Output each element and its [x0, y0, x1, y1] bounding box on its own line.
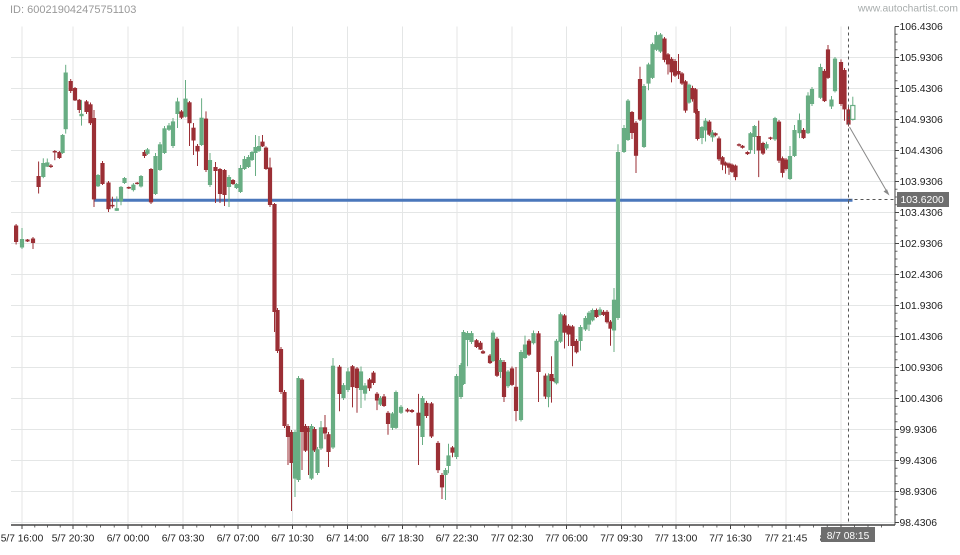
svg-text:6/7 03:30: 6/7 03:30 — [162, 534, 205, 545]
svg-text:www.autochartist.com: www.autochartist.com — [857, 4, 958, 15]
svg-text:6/7 18:30: 6/7 18:30 — [381, 534, 424, 545]
svg-text:103.4306: 103.4306 — [900, 208, 944, 219]
svg-text:105.4306: 105.4306 — [900, 84, 944, 95]
svg-text:6/7 10:30: 6/7 10:30 — [271, 534, 314, 545]
svg-text:102.9306: 102.9306 — [900, 239, 944, 250]
svg-text:106.4306: 106.4306 — [900, 22, 944, 33]
svg-text:103.6200: 103.6200 — [901, 195, 945, 206]
svg-text:98.9306: 98.9306 — [900, 487, 938, 498]
svg-text:100.4306: 100.4306 — [900, 394, 944, 405]
svg-text:101.4306: 101.4306 — [900, 332, 944, 343]
svg-text:5/7 16:00: 5/7 16:00 — [1, 534, 44, 545]
svg-text:7/7 21:45: 7/7 21:45 — [765, 534, 808, 545]
svg-text:98.4306: 98.4306 — [900, 518, 938, 529]
svg-text:99.9306: 99.9306 — [900, 425, 938, 436]
svg-text:102.4306: 102.4306 — [900, 270, 944, 281]
svg-text:103.9306: 103.9306 — [900, 177, 944, 188]
svg-text:7/7 09:30: 7/7 09:30 — [600, 534, 643, 545]
svg-text:7/7 13:00: 7/7 13:00 — [655, 534, 698, 545]
svg-text:105.9306: 105.9306 — [900, 53, 944, 64]
svg-text:6/7 07:00: 6/7 07:00 — [217, 534, 260, 545]
svg-text:104.4306: 104.4306 — [900, 146, 944, 157]
svg-text:101.9306: 101.9306 — [900, 301, 944, 312]
svg-text:7/7 02:30: 7/7 02:30 — [491, 534, 534, 545]
svg-text:ID: 600219042475751103: ID: 600219042475751103 — [10, 4, 136, 16]
svg-text:5/7 20:30: 5/7 20:30 — [52, 534, 95, 545]
svg-text:100.9306: 100.9306 — [900, 363, 944, 374]
svg-text:6/7 14:00: 6/7 14:00 — [326, 534, 369, 545]
svg-text:6/7 22:30: 6/7 22:30 — [436, 534, 479, 545]
svg-text:6/7 00:00: 6/7 00:00 — [107, 534, 150, 545]
svg-text:8/7 08:15: 8/7 08:15 — [827, 531, 870, 542]
svg-text:104.9306: 104.9306 — [900, 115, 944, 126]
svg-text:7/7 16:30: 7/7 16:30 — [709, 534, 752, 545]
svg-text:99.4306: 99.4306 — [900, 456, 938, 467]
svg-text:7/7 06:00: 7/7 06:00 — [545, 534, 588, 545]
